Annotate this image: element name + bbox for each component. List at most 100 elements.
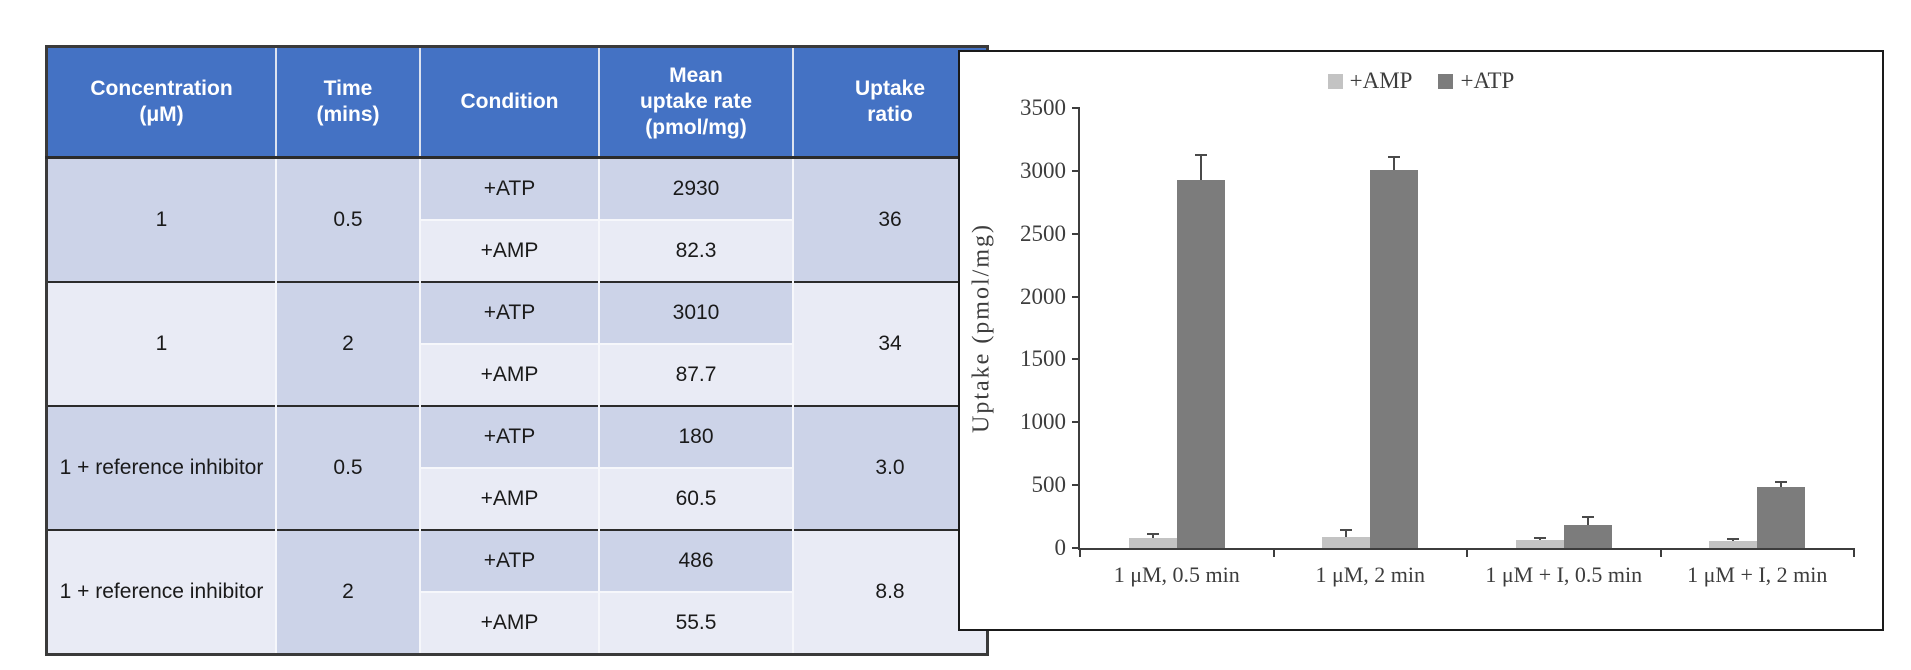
cell-condition: +AMP [420, 591, 600, 655]
table-row: +AMP 60.5 [47, 467, 988, 530]
error-bar-cap [1340, 529, 1353, 532]
cell-condition: +AMP [420, 467, 600, 530]
cell-condition: +ATP [420, 156, 600, 220]
cell-condition: +ATP [420, 405, 600, 468]
y-tick-label: 3500 [1020, 95, 1066, 120]
cell-rate: 82.3 [599, 219, 794, 282]
cell-condition: +AMP [420, 343, 600, 406]
header-concentration: Concentration (μM) [46, 46, 277, 159]
table-row: +AMP 82.3 [47, 219, 988, 282]
y-axis-title: Uptake (pmol/mg) [968, 223, 995, 433]
bar-amp [1709, 541, 1758, 548]
error-bar-cap [1194, 153, 1207, 156]
cell-uptake-ratio: 36 [793, 156, 988, 282]
error-bar-line [1586, 517, 1589, 526]
cell-rate: 486 [599, 529, 794, 592]
bar-atp [1370, 169, 1419, 548]
cell-rate: 3010 [599, 281, 794, 344]
x-tick-mark [1466, 548, 1468, 557]
error-bar-line [1538, 538, 1541, 541]
x-category-label: 1 μM + I, 0.5 min [1485, 562, 1643, 587]
error-bar-line [1199, 155, 1202, 180]
cell-concentration: 1 + reference inhibitor [46, 529, 277, 655]
table-row: 1 2 +ATP 3010 34 [46, 281, 988, 406]
cell-condition: +AMP [420, 219, 600, 282]
legend-item-amp: +AMP [1327, 68, 1413, 94]
legend-swatch-icon [1327, 73, 1343, 89]
error-bar-cap [1388, 155, 1401, 158]
legend-label: +ATP [1460, 68, 1515, 93]
cell-concentration: 1 [46, 281, 277, 406]
bar-chart-panel: +AMP +ATP Uptake (pmol/mg) 0 500 1000 1500 20… [958, 50, 1884, 631]
cell-time: 2 [276, 281, 421, 406]
error-bar-line [1780, 482, 1783, 487]
bar-atp [1176, 179, 1225, 548]
error-bar-line [1151, 534, 1154, 538]
error-bar-cap [1581, 515, 1594, 518]
chart-legend: +AMP +ATP [960, 68, 1882, 94]
y-tick-label: 1500 [1020, 346, 1066, 372]
legend-swatch-icon [1438, 73, 1454, 89]
y-tick-mark [1072, 421, 1080, 424]
cell-rate: 2930 [599, 156, 794, 220]
y-tick-label: 1000 [1020, 409, 1066, 435]
table-header: Concentration (μM) Time (mins) Condition… [46, 46, 988, 159]
bar-amp [1515, 540, 1564, 548]
cell-uptake-ratio: 8.8 [793, 529, 988, 655]
uptake-data-table-panel: Concentration (μM) Time (mins) Condition… [45, 45, 989, 656]
y-tick-mark [1072, 295, 1080, 298]
y-tick-mark [1072, 484, 1080, 487]
table-row: 1 + reference inhibitor 0.5 +ATP 180 3.0 [46, 405, 988, 530]
y-tick-mark [1072, 232, 1080, 235]
header-time: Time (mins) [276, 46, 421, 159]
y-tick-label: 500 [1031, 472, 1067, 498]
header-mean-uptake-rate: Mean uptake rate (pmol/mg) [599, 46, 794, 159]
header-uptake-ratio: Uptake ratio [793, 46, 988, 159]
x-tick-mark [1853, 548, 1855, 557]
cell-concentration: 1 + reference inhibitor [46, 405, 277, 530]
cell-time: 2 [276, 529, 421, 655]
uptake-data-table: Concentration (μM) Time (mins) Condition… [45, 45, 989, 656]
cell-uptake-ratio: 3.0 [793, 405, 988, 530]
table-row: +AMP 87.7 [47, 343, 988, 406]
error-bar-line [1732, 539, 1735, 542]
cell-rate: 55.5 [599, 591, 794, 655]
x-tick-mark [1659, 548, 1662, 557]
plot-area: 0 500 1000 1500 2000 2500 3000 3500 1 μM, 0.5 mi… [1020, 95, 1855, 587]
cell-rate: 180 [599, 405, 794, 468]
y-tick-mark [1072, 547, 1080, 549]
x-category-label: 1 μM, 2 min [1315, 562, 1426, 587]
error-bar-cap [1727, 537, 1740, 540]
y-tick-label: 0 [1054, 535, 1067, 560]
bar-amp [1322, 536, 1371, 548]
table-row: +AMP 55.5 [47, 591, 988, 655]
x-tick-mark [1079, 548, 1081, 557]
error-bar-line [1345, 531, 1348, 537]
cell-rate: 87.7 [599, 343, 794, 406]
x-category-label: 1 μM, 0.5 min [1113, 562, 1240, 587]
y-tick-label: 2000 [1020, 283, 1066, 309]
error-bar-line [1393, 157, 1396, 170]
table-row: 1 + reference inhibitor 2 +ATP 486 8.8 [46, 529, 988, 655]
y-tick-label: 3000 [1020, 157, 1066, 183]
header-condition: Condition [420, 46, 600, 159]
legend-item-atp: +ATP [1438, 68, 1514, 94]
bar-atp [1563, 525, 1612, 548]
table-body: 1 0.5 +ATP 2930 36 +AMP 82.3 1 2 +ATP 3010 34 +AMP 87… [46, 156, 988, 655]
cell-rate: 60.5 [599, 467, 794, 530]
y-tick-label: 2500 [1020, 220, 1066, 246]
table-row: 1 0.5 +ATP 2930 36 [46, 156, 988, 282]
cell-time: 0.5 [276, 405, 421, 530]
error-bar-cap [1146, 532, 1159, 535]
x-category-label: 1 μM + I, 2 min [1687, 562, 1828, 587]
x-tick-mark [1272, 548, 1275, 557]
legend-label: +AMP [1349, 68, 1413, 93]
cell-concentration: 1 [46, 156, 277, 282]
cell-uptake-ratio: 34 [793, 281, 988, 406]
y-tick-mark [1072, 169, 1080, 172]
y-tick-mark [1072, 358, 1080, 361]
error-bar-cap [1775, 480, 1788, 483]
bar-amp [1128, 537, 1177, 548]
bar-atp [1757, 486, 1806, 548]
cell-condition: +ATP [420, 529, 600, 592]
